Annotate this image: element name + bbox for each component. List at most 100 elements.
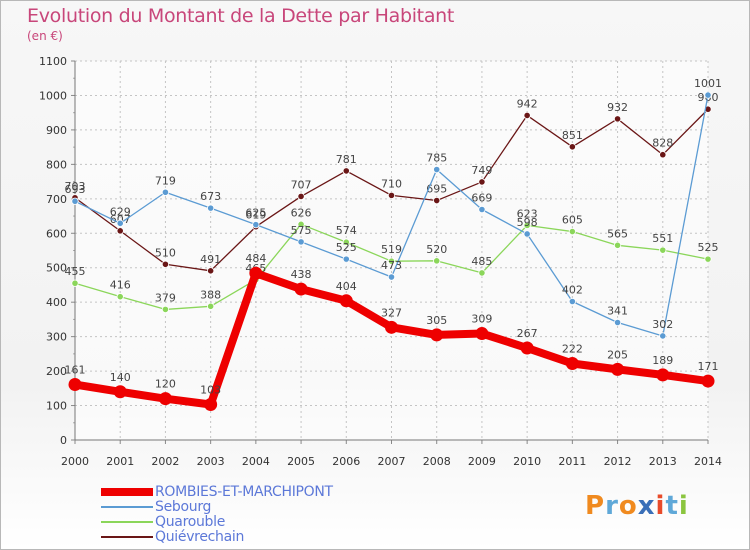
data-point bbox=[161, 260, 170, 268]
data-label: 455 bbox=[65, 265, 86, 278]
data-point bbox=[704, 91, 712, 99]
data-label: 525 bbox=[698, 241, 719, 254]
data-label: 103 bbox=[200, 384, 221, 397]
data-label: 404 bbox=[336, 280, 357, 293]
x-tick-label: 2008 bbox=[423, 455, 451, 468]
y-tick-label: 500 bbox=[46, 262, 67, 275]
data-point bbox=[568, 297, 576, 306]
data-label: 749 bbox=[471, 164, 492, 177]
legend-label: Sebourg bbox=[155, 499, 212, 515]
x-tick-label: 2013 bbox=[649, 455, 677, 468]
data-point bbox=[297, 220, 305, 228]
data-point bbox=[478, 269, 486, 277]
data-point bbox=[611, 362, 625, 376]
x-tick-label: 2005 bbox=[287, 455, 315, 468]
y-tick-label: 600 bbox=[46, 227, 67, 240]
data-label: 520 bbox=[426, 243, 447, 256]
data-point bbox=[659, 246, 667, 254]
data-label: 942 bbox=[517, 97, 538, 110]
data-label: 120 bbox=[155, 378, 176, 391]
y-tick-label: 200 bbox=[46, 365, 67, 378]
data-point bbox=[568, 227, 576, 236]
data-label: 484 bbox=[245, 252, 266, 265]
data-point bbox=[478, 178, 486, 186]
data-point bbox=[701, 374, 715, 388]
data-point bbox=[520, 341, 534, 355]
y-tick-label: 400 bbox=[46, 296, 67, 309]
y-tick-label: 900 bbox=[46, 124, 67, 137]
x-tick-label: 2004 bbox=[242, 455, 270, 468]
logo-letter: o bbox=[618, 491, 638, 521]
logo-letter: x bbox=[637, 491, 656, 521]
data-point bbox=[433, 165, 441, 174]
x-tick-label: 2009 bbox=[468, 455, 496, 468]
x-tick-label: 2003 bbox=[197, 455, 225, 468]
data-point bbox=[342, 167, 350, 175]
data-point bbox=[161, 305, 170, 314]
legend-label: ROMBIES-ET-MARCHIPONT bbox=[155, 484, 333, 500]
data-label: 707 bbox=[291, 178, 312, 191]
data-point bbox=[207, 267, 215, 275]
logo-letter: i bbox=[678, 491, 689, 521]
data-label: 485 bbox=[471, 255, 492, 268]
data-point bbox=[71, 197, 79, 205]
data-label: 625 bbox=[245, 207, 266, 220]
data-label: 781 bbox=[336, 153, 357, 166]
data-label: 626 bbox=[291, 206, 312, 219]
data-label: 205 bbox=[607, 348, 628, 361]
data-label: 605 bbox=[562, 214, 583, 227]
data-label: 669 bbox=[471, 191, 492, 204]
data-label: 416 bbox=[110, 279, 131, 292]
data-label: 551 bbox=[652, 232, 673, 245]
data-point bbox=[478, 205, 486, 214]
data-label: 703 bbox=[65, 180, 86, 193]
data-point bbox=[659, 332, 667, 340]
x-tick-label: 2007 bbox=[378, 455, 406, 468]
data-point bbox=[342, 238, 350, 246]
data-point bbox=[294, 282, 308, 296]
data-point bbox=[71, 279, 79, 287]
y-tick-label: 0 bbox=[60, 434, 67, 447]
data-point bbox=[568, 143, 576, 151]
data-point bbox=[565, 357, 579, 371]
data-point bbox=[523, 111, 531, 120]
data-point bbox=[433, 257, 441, 265]
series-quarouble: 4554163793884656265745195204856236055655… bbox=[65, 206, 719, 314]
data-label: 491 bbox=[200, 253, 221, 266]
legend-label: Quarouble bbox=[155, 514, 226, 530]
data-label: 161 bbox=[65, 364, 86, 377]
x-tick-label: 2014 bbox=[694, 455, 722, 468]
data-label: 222 bbox=[562, 343, 583, 356]
data-point bbox=[204, 398, 218, 412]
data-label: 525 bbox=[336, 241, 357, 254]
logo-letter: P bbox=[585, 491, 606, 521]
data-label: 189 bbox=[652, 354, 673, 367]
x-tick-label: 2011 bbox=[558, 455, 586, 468]
data-label: 673 bbox=[200, 190, 221, 203]
data-point bbox=[659, 151, 667, 159]
data-label: 932 bbox=[607, 101, 628, 114]
data-label: 1001 bbox=[694, 77, 722, 90]
logo-letter: t bbox=[665, 491, 679, 521]
proxiti-logo: Proxiti bbox=[585, 491, 689, 521]
data-point bbox=[116, 293, 124, 301]
data-label: 598 bbox=[517, 216, 538, 229]
data-point bbox=[339, 294, 353, 308]
data-label: 519 bbox=[381, 243, 402, 256]
data-point bbox=[656, 368, 670, 382]
chart-subtitle: (en €) bbox=[27, 29, 63, 43]
data-point bbox=[158, 392, 172, 406]
x-tick-label: 2002 bbox=[151, 455, 179, 468]
data-label: 629 bbox=[110, 205, 131, 218]
data-point bbox=[387, 273, 396, 281]
logo-letter: i bbox=[655, 491, 666, 521]
data-point bbox=[433, 196, 441, 205]
x-tick-label: 2001 bbox=[106, 455, 134, 468]
data-label: 719 bbox=[155, 174, 176, 187]
data-label: 438 bbox=[291, 268, 312, 281]
data-label: 785 bbox=[426, 152, 447, 165]
data-point bbox=[613, 241, 622, 249]
data-point bbox=[68, 378, 82, 392]
data-point bbox=[475, 327, 489, 341]
